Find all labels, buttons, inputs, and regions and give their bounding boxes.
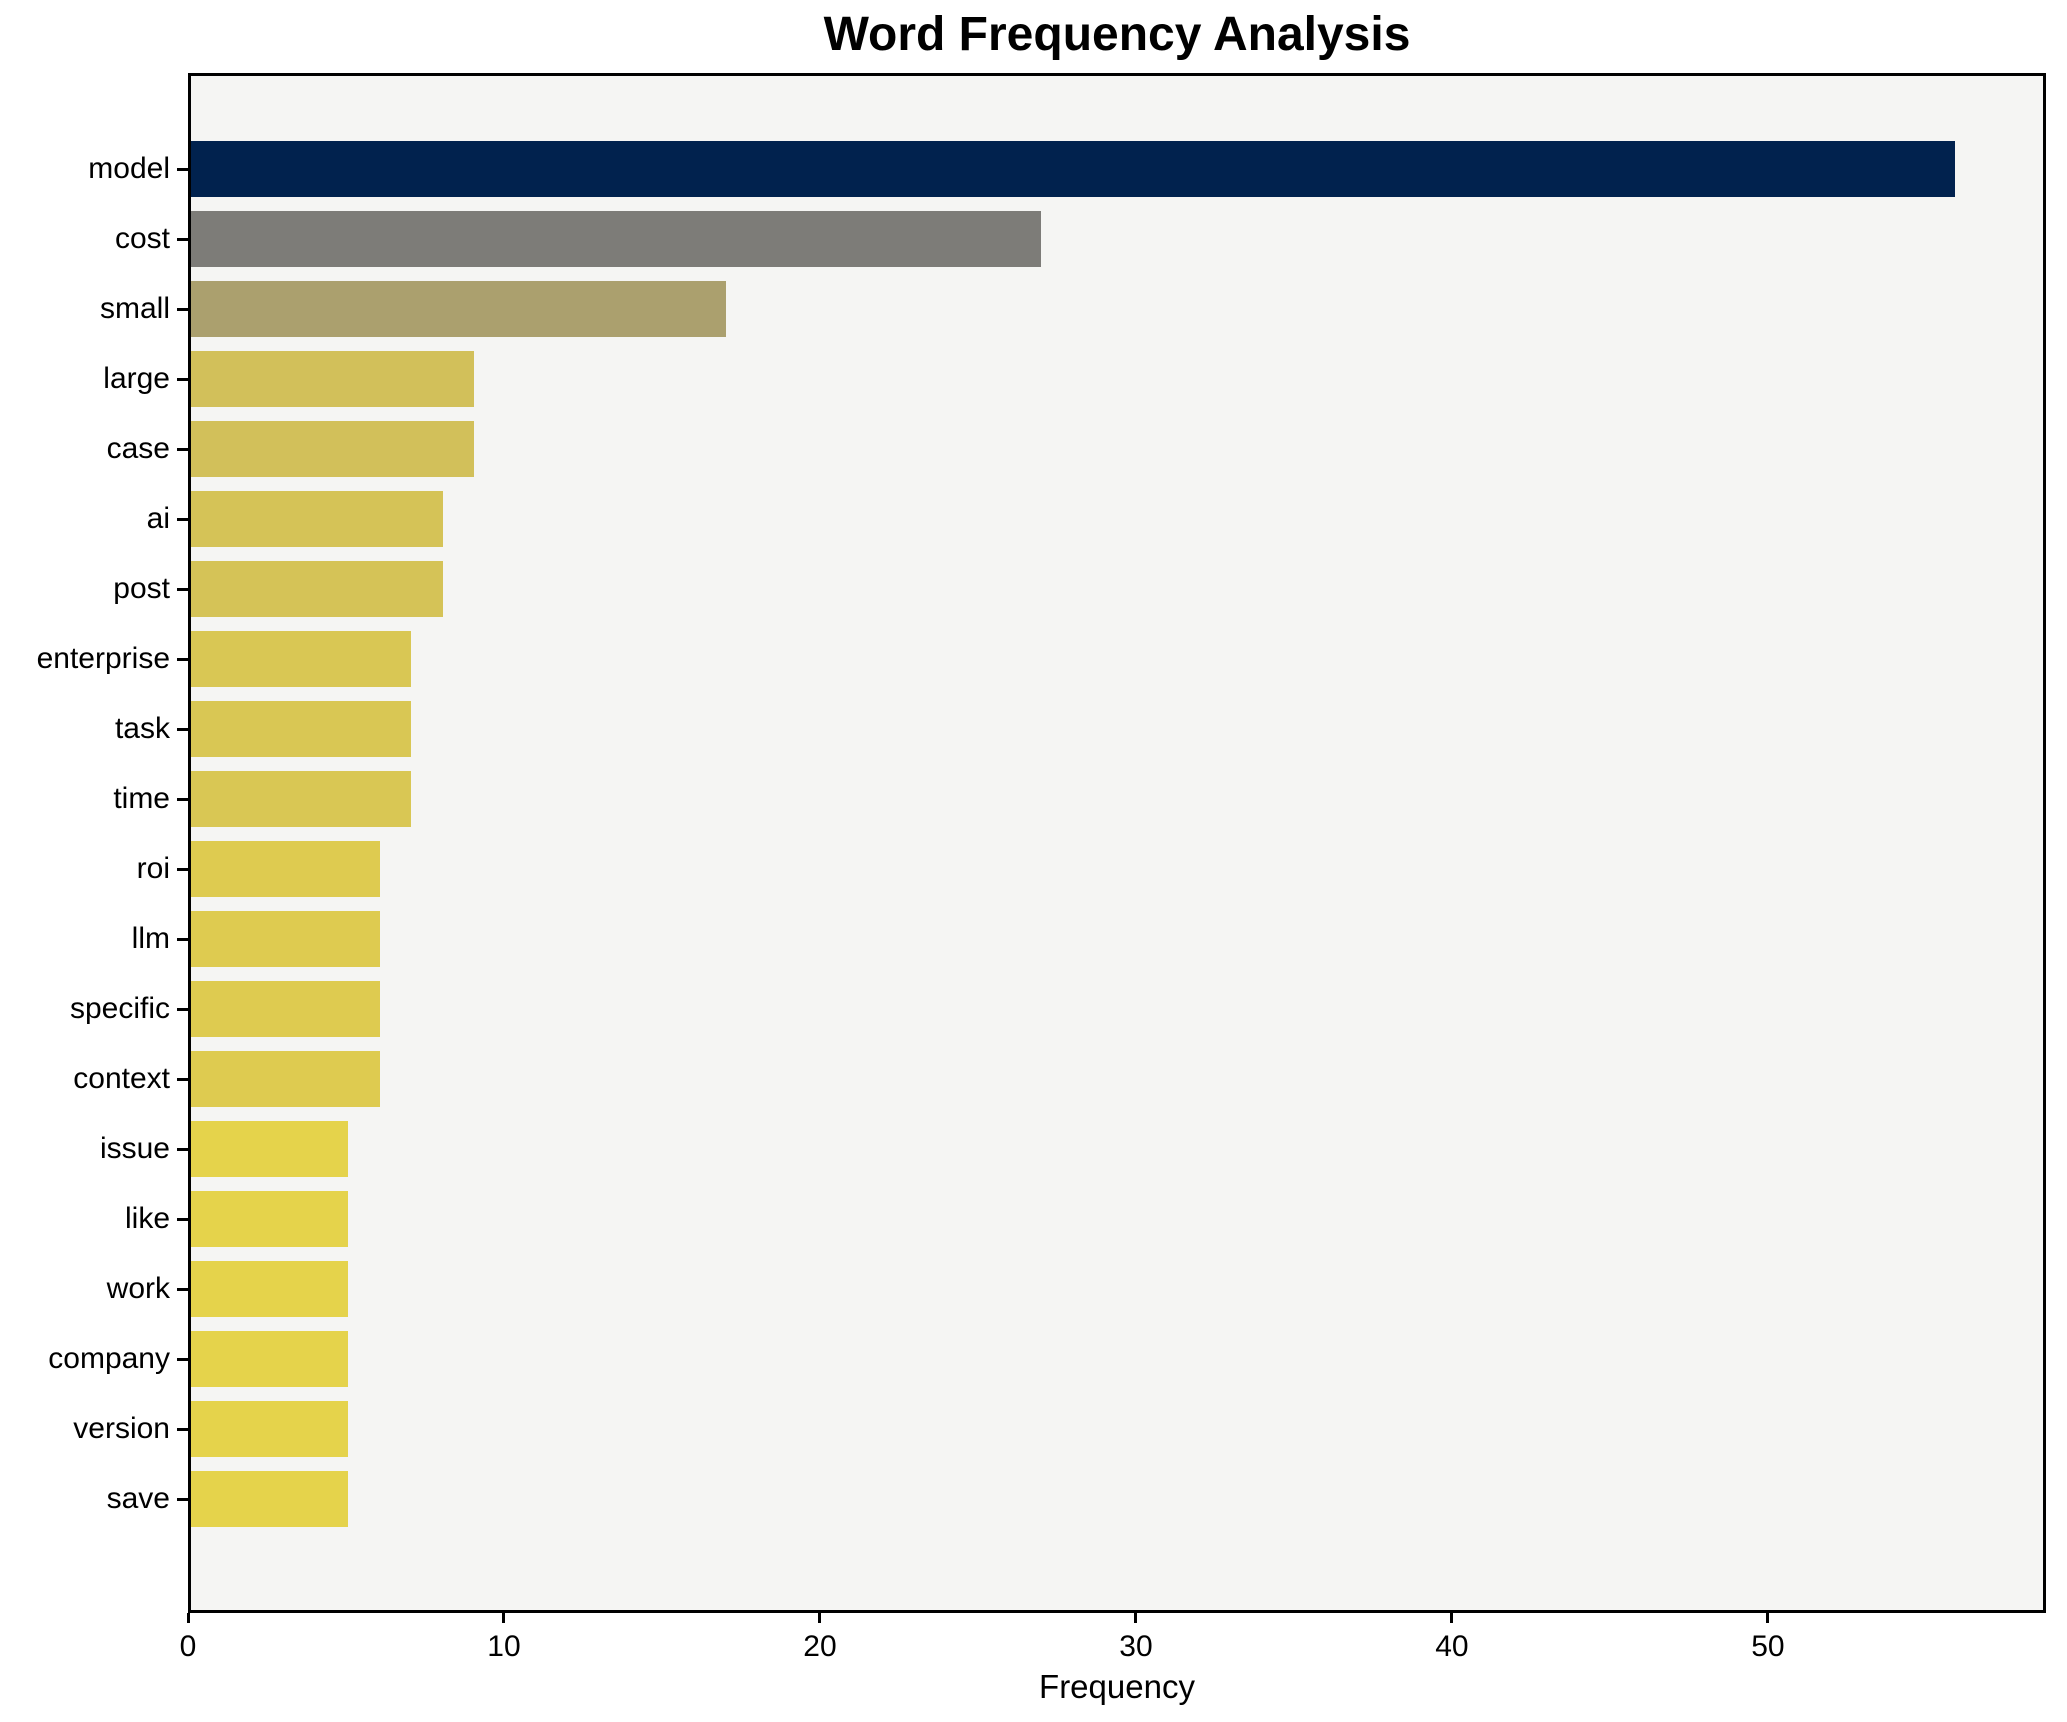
- y-tick-label-save: save: [106, 1482, 170, 1515]
- x-tick-label-30: 30: [1119, 1630, 1153, 1663]
- bar-context: [191, 1051, 380, 1107]
- plot-area: [188, 73, 2046, 1613]
- x-tick-label-20: 20: [803, 1630, 837, 1663]
- y-tick-company: [177, 1357, 188, 1361]
- y-tick-label-enterprise: enterprise: [36, 642, 170, 675]
- y-tick-like: [177, 1217, 188, 1221]
- bar-like: [191, 1191, 349, 1247]
- y-tick-label-ai: ai: [146, 502, 170, 535]
- x-tick-30: [1134, 1613, 1138, 1623]
- bar-small: [191, 281, 727, 337]
- x-tick-40: [1450, 1613, 1454, 1623]
- y-tick-time: [177, 797, 188, 801]
- bar-model: [191, 141, 1955, 197]
- y-tick-ai: [177, 517, 188, 521]
- y-tick-llm: [177, 937, 188, 941]
- x-tick-50: [1766, 1613, 1770, 1623]
- y-tick-label-company: company: [48, 1342, 170, 1375]
- x-tick-label-10: 10: [487, 1630, 521, 1663]
- y-tick-context: [177, 1077, 188, 1081]
- y-tick-label-like: like: [124, 1202, 170, 1235]
- y-tick-label-roi: roi: [136, 852, 170, 885]
- y-tick-label-large: large: [103, 362, 170, 395]
- y-tick-case: [177, 447, 188, 451]
- x-tick-10: [502, 1613, 506, 1623]
- bar-specific: [191, 981, 380, 1037]
- bar-case: [191, 421, 475, 477]
- y-tick-post: [177, 587, 188, 591]
- bar-company: [191, 1331, 349, 1387]
- bar-llm: [191, 911, 380, 967]
- y-tick-label-small: small: [99, 292, 170, 325]
- y-tick-work: [177, 1287, 188, 1291]
- y-tick-version: [177, 1427, 188, 1431]
- y-tick-label-time: time: [113, 782, 170, 815]
- chart-title: Word Frequency Analysis: [823, 8, 1411, 61]
- y-tick-label-llm: llm: [131, 922, 170, 955]
- bar-ai: [191, 491, 443, 547]
- y-tick-label-context: context: [73, 1062, 170, 1095]
- y-tick-issue: [177, 1147, 188, 1151]
- y-tick-label-post: post: [113, 572, 170, 605]
- y-tick-cost: [177, 237, 188, 241]
- y-tick-roi: [177, 867, 188, 871]
- bar-post: [191, 561, 443, 617]
- x-tick-0: [186, 1613, 190, 1623]
- y-tick-label-specific: specific: [69, 992, 170, 1025]
- y-tick-specific: [177, 1007, 188, 1011]
- y-tick-task: [177, 727, 188, 731]
- bar-task: [191, 701, 412, 757]
- y-tick-label-issue: issue: [99, 1132, 170, 1165]
- x-tick-20: [818, 1613, 822, 1623]
- bar-time: [191, 771, 412, 827]
- bar-issue: [191, 1121, 349, 1177]
- x-tick-label-50: 50: [1751, 1630, 1785, 1663]
- y-tick-small: [177, 307, 188, 311]
- y-tick-label-work: work: [106, 1272, 170, 1305]
- bar-work: [191, 1261, 349, 1317]
- bar-enterprise: [191, 631, 412, 687]
- y-tick-model: [177, 167, 188, 171]
- y-tick-enterprise: [177, 657, 188, 661]
- y-tick-label-version: version: [73, 1412, 170, 1445]
- x-tick-label-40: 40: [1435, 1630, 1469, 1663]
- x-axis-label: Frequency: [1039, 1668, 1195, 1705]
- y-tick-label-case: case: [106, 432, 170, 465]
- y-tick-label-task: task: [114, 712, 170, 745]
- bar-version: [191, 1401, 349, 1457]
- bar-roi: [191, 841, 380, 897]
- bar-save: [191, 1471, 349, 1527]
- y-tick-large: [177, 377, 188, 381]
- y-tick-label-model: model: [88, 152, 170, 185]
- bar-large: [191, 351, 475, 407]
- y-tick-label-cost: cost: [114, 222, 170, 255]
- bar-cost: [191, 211, 1042, 267]
- x-tick-label-0: 0: [179, 1630, 197, 1663]
- y-tick-save: [177, 1497, 188, 1501]
